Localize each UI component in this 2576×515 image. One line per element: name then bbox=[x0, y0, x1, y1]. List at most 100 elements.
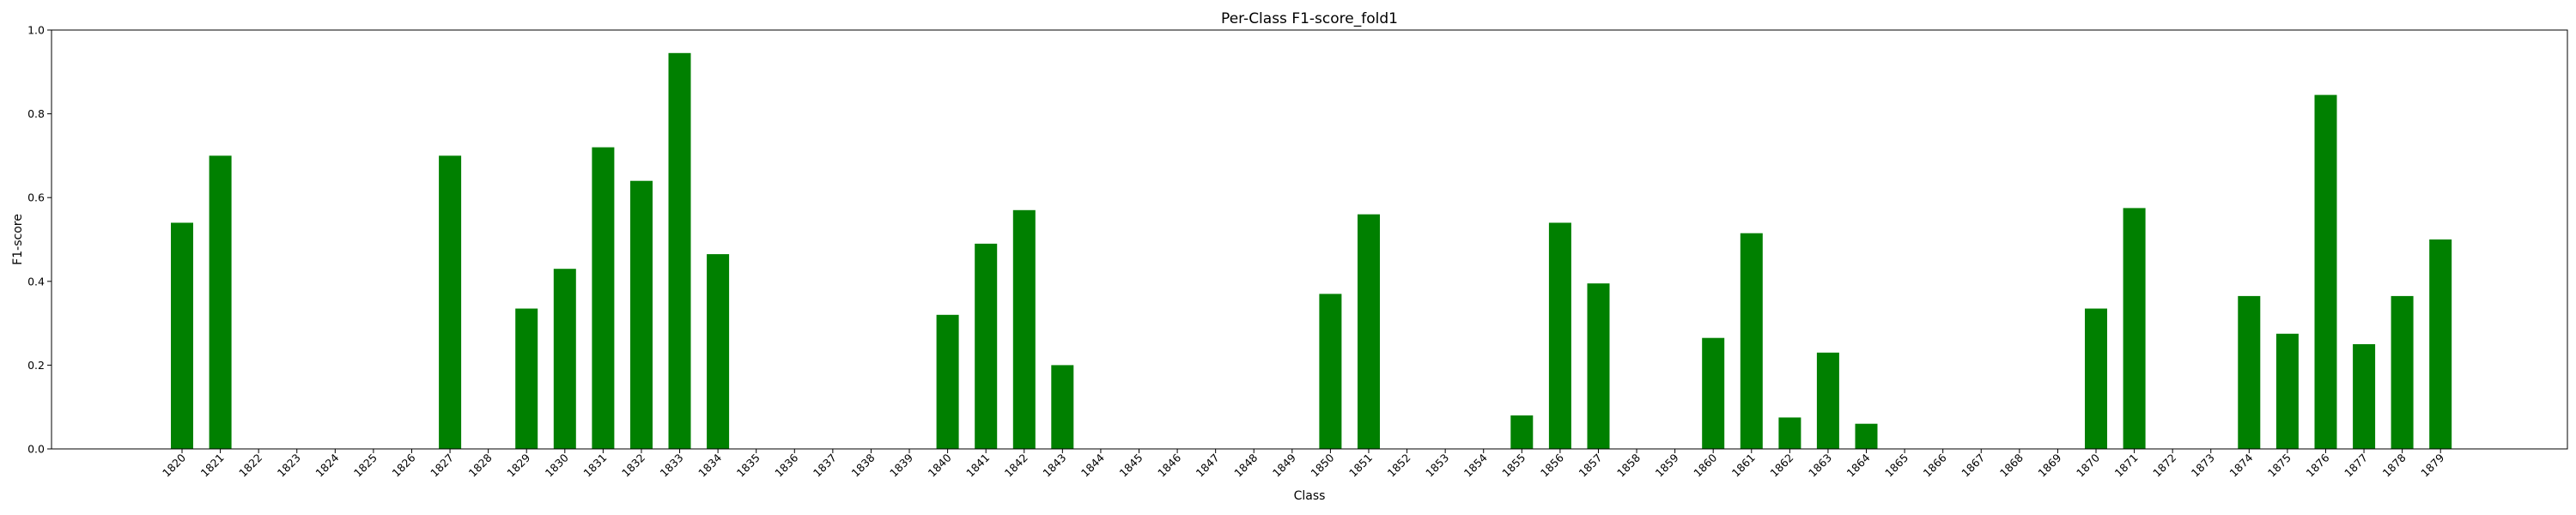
bar-1840 bbox=[936, 314, 959, 449]
bar-1829 bbox=[515, 308, 538, 449]
x-tick-label: 1875 bbox=[2265, 451, 2293, 480]
x-tick-label: 1873 bbox=[2189, 451, 2217, 480]
bar-1878 bbox=[2391, 295, 2414, 449]
bar-1875 bbox=[2275, 333, 2299, 449]
x-tick-label: 1841 bbox=[963, 451, 992, 480]
x-tick-label: 1860 bbox=[1691, 451, 1719, 479]
x-tick-label: 1867 bbox=[1959, 451, 1987, 480]
x-tick-label: 1865 bbox=[1882, 451, 1911, 480]
bar-1842 bbox=[1012, 209, 1036, 450]
x-tick-label: 1833 bbox=[658, 451, 686, 480]
bar-1862 bbox=[1778, 417, 1801, 449]
x-tick-label: 1836 bbox=[772, 451, 800, 479]
x-tick-label: 1858 bbox=[1614, 451, 1643, 479]
bar-1841 bbox=[975, 243, 998, 449]
x-tick-label: 1843 bbox=[1040, 451, 1068, 480]
bar-1861 bbox=[1740, 233, 1763, 449]
x-tick-label: 1870 bbox=[2074, 451, 2102, 479]
x-tick-label: 1823 bbox=[275, 451, 303, 480]
x-tick-label: 1840 bbox=[926, 451, 954, 479]
bars-group bbox=[171, 52, 2452, 450]
x-tick-label: 1872 bbox=[2150, 451, 2178, 480]
bar-1877 bbox=[2353, 344, 2376, 449]
bar-1871 bbox=[2123, 208, 2146, 449]
bar-1821 bbox=[209, 155, 232, 449]
x-tick-label: 1852 bbox=[1385, 451, 1413, 480]
bar-1834 bbox=[707, 254, 730, 449]
bar-1851 bbox=[1358, 214, 1380, 449]
x-tick-label: 1859 bbox=[1653, 451, 1681, 479]
bar-1833 bbox=[668, 52, 691, 450]
x-tick-label: 1876 bbox=[2303, 451, 2331, 479]
x-tick-label: 1874 bbox=[2227, 451, 2255, 479]
x-tick-label: 1864 bbox=[1844, 451, 1873, 479]
x-tick-label: 1839 bbox=[887, 451, 915, 479]
x-tick-label: 1856 bbox=[1538, 451, 1566, 479]
y-axis-ticks: 0.0 0.2 0.4 0.6 0.8 1.0 bbox=[27, 24, 52, 456]
x-tick-label: 1844 bbox=[1078, 451, 1107, 479]
x-tick-label: 1820 bbox=[160, 451, 188, 479]
x-tick-label: 1835 bbox=[734, 451, 762, 480]
x-tick-label: 1827 bbox=[428, 451, 456, 480]
x-tick-label: 1855 bbox=[1499, 451, 1528, 480]
x-tick-label: 1849 bbox=[1270, 451, 1298, 479]
bar-1857 bbox=[1587, 283, 1610, 449]
bar-1856 bbox=[1548, 222, 1571, 449]
x-tick-label: 1830 bbox=[543, 451, 571, 479]
y-tick-label: 0.6 bbox=[27, 191, 45, 204]
x-tick-label: 1851 bbox=[1346, 451, 1375, 480]
y-tick-label: 1.0 bbox=[27, 24, 45, 37]
bar-1860 bbox=[1702, 337, 1725, 449]
x-tick-label: 1857 bbox=[1576, 451, 1604, 480]
bar-1876 bbox=[2314, 94, 2337, 449]
x-tick-label: 1868 bbox=[1997, 451, 2026, 479]
x-tick-label: 1842 bbox=[1002, 451, 1030, 480]
x-tick-label: 1821 bbox=[198, 451, 227, 480]
x-tick-label: 1838 bbox=[848, 451, 877, 479]
y-tick-label: 0.4 bbox=[27, 275, 45, 288]
x-tick-label: 1871 bbox=[2112, 451, 2141, 480]
plot-frame bbox=[51, 29, 2568, 450]
bar-1855 bbox=[1510, 415, 1534, 449]
x-axis-ticks: 1820 1821 1822 1823 1824 1825 1826 1827 1828 1829… bbox=[160, 449, 2446, 480]
y-tick-label: 0.0 bbox=[27, 443, 45, 456]
x-tick-label: 1847 bbox=[1194, 451, 1222, 480]
x-tick-label: 1878 bbox=[2380, 451, 2409, 479]
y-tick-label: 0.2 bbox=[27, 359, 45, 372]
chart-title: Per-Class F1-score_fold1 bbox=[1221, 10, 1398, 27]
x-tick-label: 1829 bbox=[504, 451, 532, 479]
x-tick-label: 1853 bbox=[1423, 451, 1451, 480]
x-tick-label: 1854 bbox=[1461, 451, 1490, 479]
y-axis-label: F1-score bbox=[11, 214, 25, 265]
x-tick-label: 1862 bbox=[1767, 451, 1795, 480]
x-tick-label: 1825 bbox=[351, 451, 380, 480]
x-tick-label: 1845 bbox=[1117, 451, 1145, 480]
x-tick-label: 1834 bbox=[696, 451, 724, 479]
x-tick-label: 1863 bbox=[1806, 451, 1834, 480]
x-tick-label: 1869 bbox=[2035, 451, 2063, 479]
x-tick-label: 1846 bbox=[1155, 451, 1183, 479]
x-tick-label: 1866 bbox=[1921, 451, 1949, 479]
x-tick-label: 1879 bbox=[2418, 451, 2446, 479]
bar-1879 bbox=[2429, 239, 2452, 449]
x-tick-label: 1837 bbox=[811, 451, 839, 480]
x-tick-label: 1877 bbox=[2342, 451, 2370, 480]
x-axis-label: Class bbox=[1294, 489, 1326, 503]
x-tick-label: 1850 bbox=[1308, 451, 1336, 479]
x-tick-label: 1824 bbox=[313, 451, 341, 479]
x-tick-label: 1826 bbox=[389, 451, 417, 479]
bar-1831 bbox=[592, 147, 615, 449]
x-tick-label: 1861 bbox=[1729, 451, 1758, 480]
bar-1864 bbox=[1855, 423, 1878, 449]
x-tick-label: 1848 bbox=[1231, 451, 1260, 479]
bar-1832 bbox=[630, 180, 653, 449]
bar-1874 bbox=[2238, 295, 2261, 449]
bar-1850 bbox=[1319, 294, 1342, 449]
bar-1827 bbox=[439, 155, 462, 449]
bar-1843 bbox=[1051, 365, 1074, 449]
x-tick-label: 1831 bbox=[580, 451, 609, 480]
x-tick-label: 1832 bbox=[619, 451, 647, 480]
bar-1820 bbox=[171, 222, 193, 449]
bar-1830 bbox=[553, 269, 576, 449]
